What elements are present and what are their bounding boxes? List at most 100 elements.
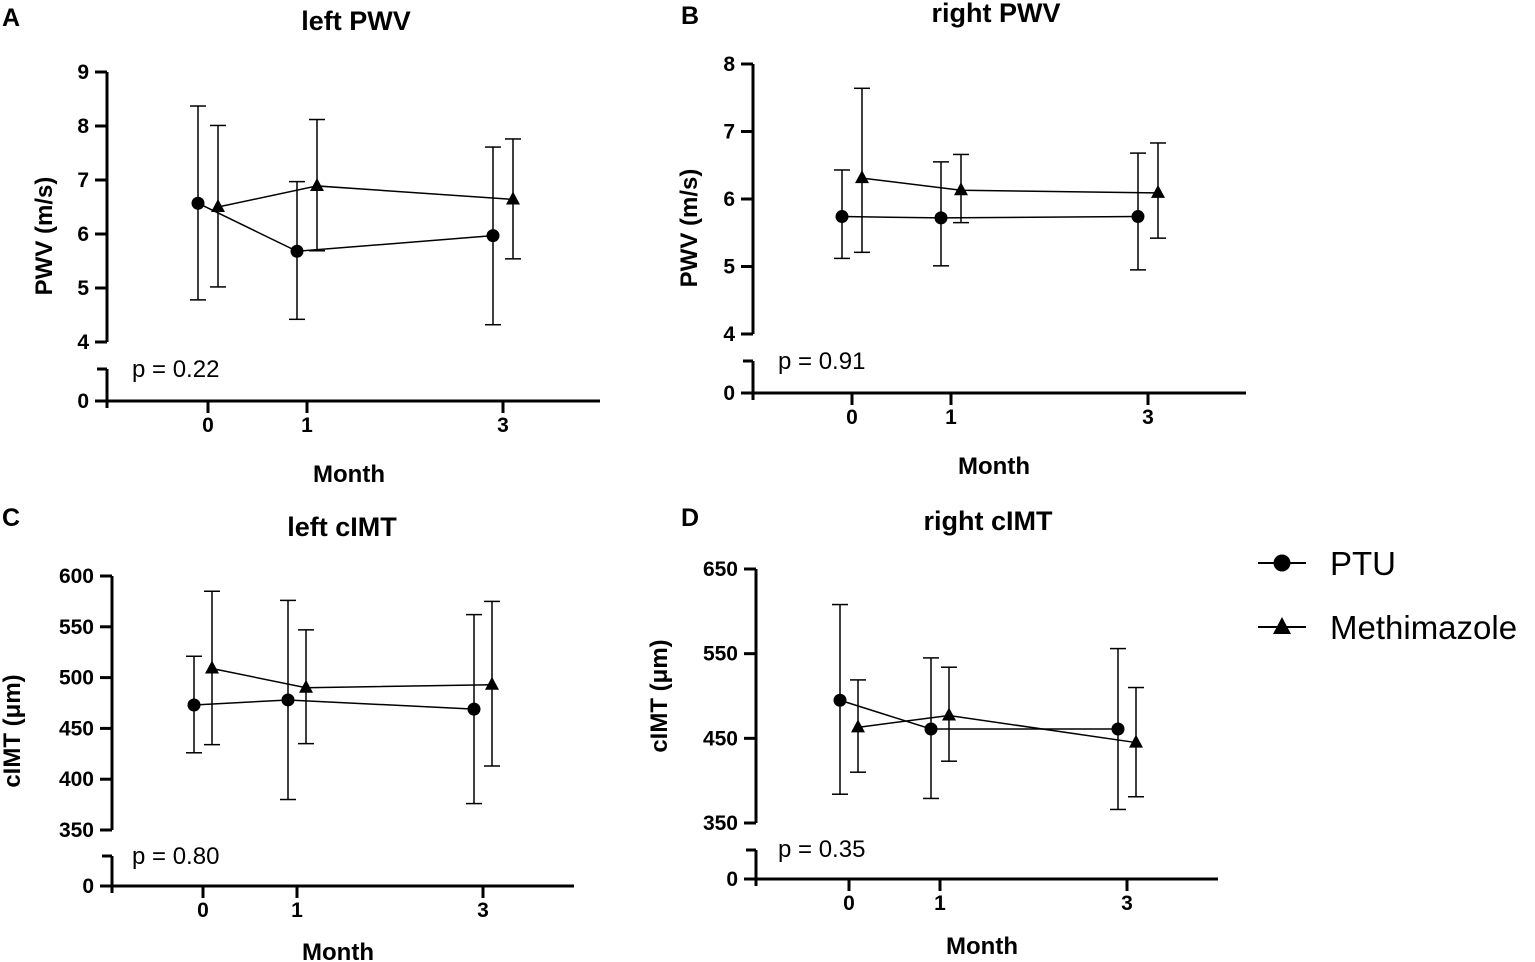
y-tick-label: 0: [77, 390, 89, 413]
data-point-circle: [281, 693, 295, 707]
chart-title: left cIMT: [287, 512, 397, 542]
y-axis-label: cIMT (μm): [0, 674, 26, 787]
data-point-circle: [290, 244, 304, 258]
data-point-circle: [191, 196, 205, 210]
panel-letter: C: [2, 504, 20, 532]
y-tick-label: 350: [703, 812, 738, 835]
series-line: [861, 177, 1159, 194]
chart-title: left PWV: [301, 6, 411, 36]
legend: PTU Methimazole: [1258, 545, 1517, 646]
y-tick-label: 600: [59, 565, 94, 588]
series-methimazole: [854, 87, 1166, 254]
x-tick-label: 3: [1121, 892, 1133, 915]
series-line: [217, 185, 514, 208]
y-tick-label: 4: [77, 331, 89, 354]
data-point-triangle: [205, 660, 219, 674]
y-tick-label: 0: [82, 875, 94, 898]
y-tick-label: 9: [77, 61, 89, 84]
data-point-triangle: [299, 679, 313, 693]
data-point-circle: [1131, 210, 1145, 224]
legend-triangle-marker-icon: [1273, 617, 1291, 634]
data-point-circle: [833, 693, 847, 707]
x-tick-label: 3: [497, 414, 509, 437]
y-axis-label: cIMT (μm): [646, 639, 673, 752]
x-tick-label: 0: [202, 414, 214, 437]
data-point-circle: [835, 210, 849, 224]
panel-letter: D: [681, 504, 699, 532]
p-value-annotation: p = 0.35: [778, 836, 865, 863]
x-tick-label: 0: [846, 406, 858, 429]
data-point-triangle: [1151, 184, 1165, 198]
y-tick-label: 500: [59, 667, 94, 690]
p-value-annotation: p = 0.22: [132, 356, 219, 383]
legend-label-methimazole: Methimazole: [1330, 609, 1517, 646]
y-tick-label: 650: [703, 558, 738, 581]
series-line: [197, 202, 494, 253]
series-methimazole: [204, 590, 500, 767]
data-point-circle: [924, 722, 938, 736]
p-value-annotation: p = 0.80: [132, 843, 219, 870]
legend-circle-marker-icon: [1273, 554, 1291, 572]
y-tick-label: 6: [723, 188, 735, 211]
panel-letter: A: [2, 4, 20, 32]
x-axis-label: Month: [958, 453, 1030, 480]
data-point-circle: [1111, 722, 1125, 736]
data-point-triangle: [954, 182, 968, 196]
x-tick-label: 1: [934, 892, 946, 915]
data-point-triangle: [506, 191, 520, 205]
chart-title: right cIMT: [924, 506, 1053, 536]
y-tick-label: 8: [723, 53, 735, 76]
x-axis-label: Month: [302, 939, 374, 962]
legend-label-ptu: PTU: [1330, 545, 1396, 582]
y-axis-label: PWV (m/s): [31, 177, 58, 296]
data-point-circle: [486, 229, 500, 243]
y-tick-label: 0: [723, 382, 735, 405]
y-tick-label: 450: [59, 717, 94, 740]
data-point-triangle: [942, 707, 956, 721]
data-point-triangle: [855, 170, 869, 184]
x-tick-label: 1: [301, 414, 313, 437]
panel-letter: B: [681, 2, 699, 30]
y-tick-label: 400: [59, 768, 94, 791]
x-axis-label: Month: [946, 933, 1018, 960]
data-point-circle: [467, 702, 481, 716]
y-tick-label: 550: [59, 616, 94, 639]
data-point-triangle: [851, 719, 865, 733]
y-axis-label: PWV (m/s): [676, 169, 703, 288]
y-tick-label: 0: [726, 868, 738, 891]
x-tick-label: 1: [291, 899, 303, 922]
data-point-triangle: [310, 177, 324, 191]
y-tick-label: 7: [77, 169, 89, 192]
series-ptu: [832, 603, 1126, 811]
series-line: [211, 667, 493, 689]
y-tick-label: 6: [77, 223, 89, 246]
series-line: [193, 699, 475, 710]
y-tick-label: 8: [77, 115, 89, 138]
series-line: [841, 215, 1139, 219]
series-methimazole: [850, 666, 1144, 798]
legend-item-ptu: PTU: [1258, 545, 1396, 582]
legend-item-methimazole: Methimazole: [1258, 609, 1517, 646]
x-tick-label: 0: [197, 899, 209, 922]
x-tick-label: 3: [1142, 406, 1154, 429]
y-tick-label: 350: [59, 819, 94, 842]
x-tick-label: 3: [477, 899, 489, 922]
data-point-triangle: [485, 676, 499, 690]
y-tick-label: 5: [77, 277, 89, 300]
p-value-annotation: p = 0.91: [778, 348, 865, 375]
x-axis-label: Month: [313, 461, 385, 488]
series-ptu: [190, 105, 501, 326]
data-point-circle: [187, 698, 201, 712]
series-ptu: [834, 152, 1146, 271]
chart-title: right PWV: [932, 0, 1061, 28]
x-tick-label: 0: [843, 892, 855, 915]
y-tick-label: 450: [703, 727, 738, 750]
data-point-triangle: [1129, 734, 1143, 748]
series-ptu: [186, 599, 482, 805]
data-point-triangle: [211, 199, 225, 212]
